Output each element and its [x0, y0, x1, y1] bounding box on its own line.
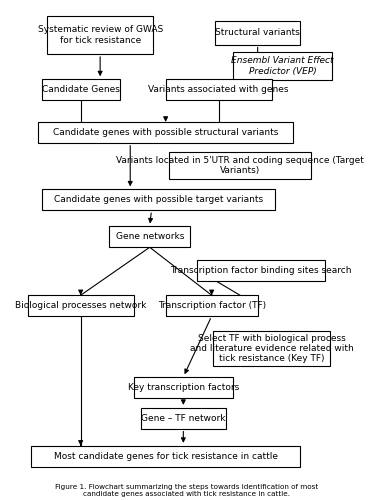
FancyBboxPatch shape [27, 295, 134, 316]
Text: Candidate Genes: Candidate Genes [42, 85, 120, 94]
Text: Candidate genes with possible target variants: Candidate genes with possible target var… [54, 196, 263, 204]
FancyBboxPatch shape [31, 446, 300, 466]
FancyBboxPatch shape [169, 152, 311, 180]
Text: Gene – TF network: Gene – TF network [141, 414, 226, 422]
Text: Ensembl Variant Effect
Predictor (VEP): Ensembl Variant Effect Predictor (VEP) [231, 56, 334, 76]
Text: Systematic review of GWAS
for tick resistance: Systematic review of GWAS for tick resis… [38, 26, 163, 44]
FancyBboxPatch shape [42, 190, 276, 210]
FancyBboxPatch shape [166, 79, 272, 100]
Text: Candidate genes with possible structural variants: Candidate genes with possible structural… [53, 128, 278, 137]
Text: Select TF with biological process
and literature evidence related with
tick resi: Select TF with biological process and li… [190, 334, 354, 364]
Text: Most candidate genes for tick resistance in cattle: Most candidate genes for tick resistance… [54, 452, 277, 460]
FancyBboxPatch shape [166, 295, 258, 316]
Text: Transcription factor (TF): Transcription factor (TF) [158, 301, 266, 310]
FancyBboxPatch shape [141, 408, 226, 428]
Text: Variants associated with genes: Variants associated with genes [149, 85, 289, 94]
FancyBboxPatch shape [215, 21, 300, 44]
Text: Figure 1. Flowchart summarizing the steps towards identification of most
candida: Figure 1. Flowchart summarizing the step… [55, 484, 319, 496]
FancyBboxPatch shape [213, 330, 330, 366]
FancyBboxPatch shape [233, 52, 332, 80]
FancyBboxPatch shape [134, 377, 233, 398]
Text: Biological processes network: Biological processes network [15, 301, 146, 310]
Text: Structural variants: Structural variants [215, 28, 300, 37]
FancyBboxPatch shape [38, 122, 293, 143]
FancyBboxPatch shape [47, 16, 153, 54]
Text: Key transcription factors: Key transcription factors [128, 383, 239, 392]
Text: Variants located in 5'UTR and coding sequence (Target
Variants): Variants located in 5'UTR and coding seq… [116, 156, 364, 176]
Text: Transcription factor binding sites search: Transcription factor binding sites searc… [170, 266, 352, 274]
FancyBboxPatch shape [109, 226, 190, 248]
FancyBboxPatch shape [42, 79, 120, 100]
FancyBboxPatch shape [197, 260, 325, 280]
Text: Gene networks: Gene networks [115, 232, 184, 241]
